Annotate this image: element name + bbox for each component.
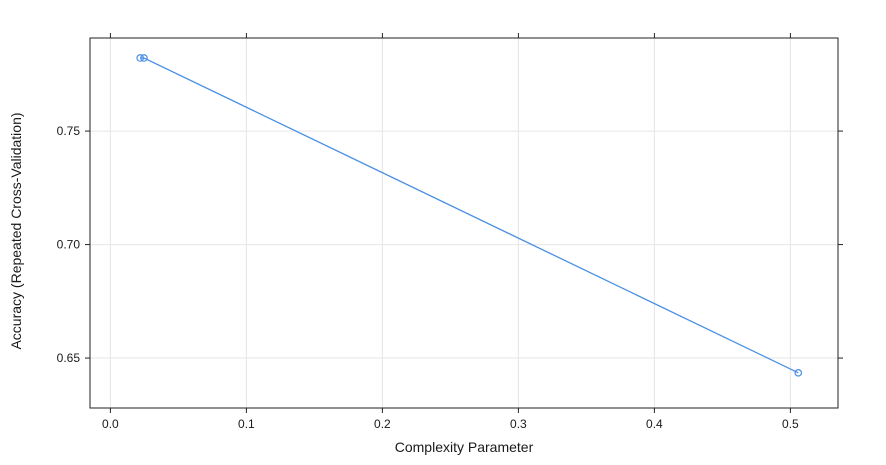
- y-tick-label: 0.70: [57, 238, 81, 252]
- series-line: [140, 57, 799, 374]
- grid-lines: [90, 38, 838, 408]
- data-point: [794, 369, 803, 377]
- y-axis: 0.65 0.70 0.75: [57, 124, 843, 365]
- x-tick-label: 0.3: [510, 417, 527, 431]
- y-axis-label: Accuracy (Repeated Cross-Validation): [8, 112, 24, 349]
- x-tick-label: 0.0: [102, 417, 119, 431]
- data-point: [136, 54, 144, 62]
- x-axis-label: Complexity Parameter: [395, 439, 534, 455]
- x-tick-label: 0.5: [782, 417, 799, 431]
- x-tick-label: 0.4: [646, 417, 663, 431]
- series-layer: [136, 54, 803, 377]
- x-tick-label: 0.2: [374, 417, 391, 431]
- y-tick-label: 0.65: [57, 351, 81, 365]
- y-tick-label: 0.75: [57, 124, 81, 138]
- plot-frame: [89, 37, 839, 409]
- x-axis: 0.0 0.1 0.2 0.3 0.4 0.5: [102, 33, 799, 431]
- data-point: [140, 54, 148, 62]
- x-tick-label: 0.1: [238, 417, 255, 431]
